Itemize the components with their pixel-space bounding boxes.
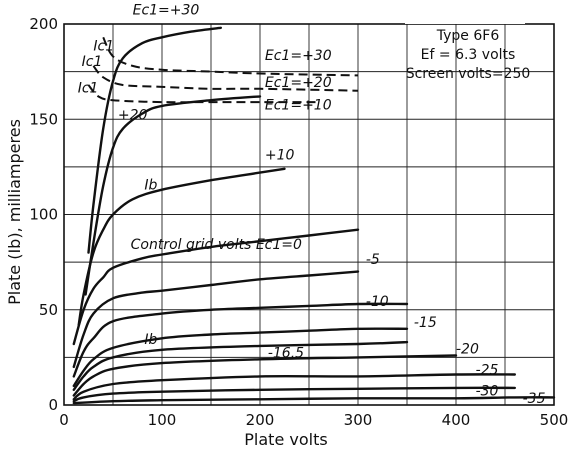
plot-frame <box>63 23 555 406</box>
plate-curve-ec1-25 <box>72 373 516 401</box>
plate-curve-ec1-5 <box>72 270 360 369</box>
plate-curve-ec1-30 <box>72 386 516 403</box>
curves <box>72 26 556 405</box>
curve-labels: Ec1=+30 +20 +10 Control grid volts Ec1=0 -5 -… <box>78 2 546 407</box>
curve-label: -30 <box>476 383 499 399</box>
curve-label: -35 <box>523 391 546 407</box>
curve-label: +20 <box>118 107 148 123</box>
curve-label: -15 <box>414 315 437 331</box>
screen-current-curve <box>92 65 359 92</box>
curve-label: -16.5 <box>268 345 304 361</box>
plate-curve-ec1+10 <box>77 167 286 327</box>
y-tick-label: 200 <box>29 15 58 33</box>
plate-curve-ec1+30ib <box>87 26 222 254</box>
plate-curve-ec10 <box>72 228 360 346</box>
chart-notes: Type 6F6 Ef = 6.3 volts Screen volts=250 <box>405 22 530 82</box>
curve-group-label: Ic1 <box>93 39 114 55</box>
plate-curve-ec1-35 <box>72 396 556 405</box>
screen-curve-label: Ec1=+10 <box>265 98 332 114</box>
plate-curve-ec1-15 <box>72 327 409 388</box>
screen-current-curve <box>102 36 359 77</box>
screen-current-curve <box>87 84 319 104</box>
type-note: Type 6F6 <box>436 28 500 44</box>
screen-curve-label: Ec1=+30 <box>265 48 332 64</box>
x-tick-label: 500 <box>540 411 569 429</box>
x-tick-label: 300 <box>344 411 373 429</box>
x-tick-label: 200 <box>246 411 275 429</box>
y-tick-label: 150 <box>29 110 58 128</box>
curve-label: Control grid volts Ec1=0 <box>131 237 302 253</box>
plate-curve-ec1-16.5 <box>72 340 409 391</box>
curve-label: +10 <box>265 147 295 163</box>
curve-label: -5 <box>366 252 380 268</box>
curve-label: -25 <box>476 363 499 379</box>
curve-group-label: Ic1 <box>78 81 99 97</box>
y-tick-label: 100 <box>29 206 58 224</box>
curve-label: Ec1=+30 <box>133 2 200 18</box>
curve-group-label: Ib <box>144 178 157 194</box>
x-tick-label: 400 <box>442 411 471 429</box>
curve-label: -20 <box>456 342 479 358</box>
y-tick-label: 50 <box>39 301 58 319</box>
screen-note: Screen volts=250 <box>406 66 531 82</box>
plate-curve-ec1+20 <box>84 95 262 296</box>
plate-curve-ec1-10 <box>72 302 409 378</box>
y-axis-title: Plate (Ib), milliamperes <box>5 119 24 305</box>
filament-note: Ef = 6.3 volts <box>421 47 516 63</box>
x-tick-label: 100 <box>148 411 177 429</box>
x-axis-title: Plate volts <box>244 430 327 449</box>
screen-curve-label: Ec1=+20 <box>265 75 332 91</box>
y-tick-label: 0 <box>48 396 58 414</box>
curve-label: -10 <box>366 294 389 310</box>
curve-group-label: Ic1 <box>82 54 103 70</box>
tick-labels: 0 100 200 300 400 500 0 50 100 150 200 <box>29 15 568 429</box>
plate-curve-ec1-20 <box>72 354 458 397</box>
curve-group-label: Ib <box>144 332 157 348</box>
x-tick-label: 0 <box>59 411 69 429</box>
